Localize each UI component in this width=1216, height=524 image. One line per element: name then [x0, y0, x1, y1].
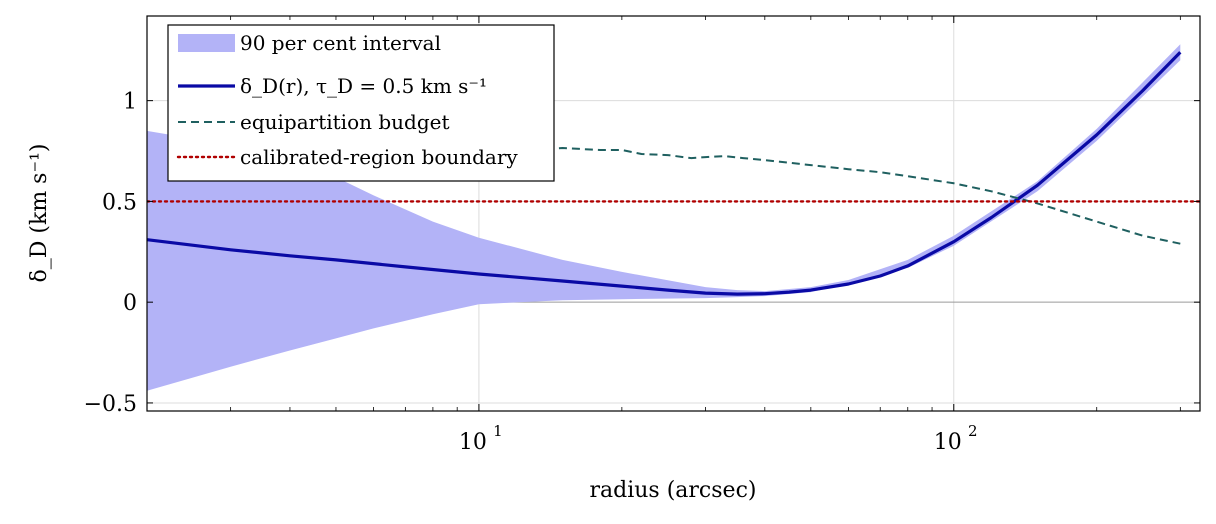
- plot-frame: [146, 15, 1201, 412]
- x-tick-label-0: 10 1: [459, 422, 503, 455]
- plot-area: [147, 44, 1200, 391]
- equipartition-line: [532, 147, 1181, 245]
- legend-label-2: equipartition budget: [240, 110, 450, 134]
- x-tick-label-exp-0: 1: [493, 422, 503, 440]
- interval-band: [147, 44, 1181, 391]
- legend-label-3: calibrated-region boundary: [240, 145, 518, 169]
- y-tick-label-0: −0.5: [84, 392, 137, 417]
- x-tick-label-base-1: 10: [934, 430, 962, 455]
- x-axis-label: radius (arcsec): [590, 478, 757, 503]
- y-tick-label-3: 1: [123, 90, 137, 115]
- x-tick-label-base-0: 10: [459, 430, 487, 455]
- legend-swatch-band: [178, 34, 235, 52]
- y-tick-label-1: 0: [123, 291, 137, 316]
- y-axis-label: δ_D (km s⁻¹): [27, 144, 52, 283]
- ticks: −0.5 0 0.5 1 10 1 10 2: [84, 16, 1200, 455]
- x-tick-label-1: 10 2: [934, 422, 978, 455]
- delta-line: [147, 51, 1182, 296]
- legend-label-1: δ_D(r), τ_D = 0.5 km s⁻¹: [240, 74, 487, 98]
- y-tick-label-2: 0.5: [102, 190, 137, 215]
- legend-label-0: 90 per cent interval: [240, 31, 441, 55]
- x-tick-label-exp-1: 2: [968, 422, 978, 440]
- legend: 90 per cent interval δ_D(r), τ_D = 0.5 km…: [167, 24, 555, 182]
